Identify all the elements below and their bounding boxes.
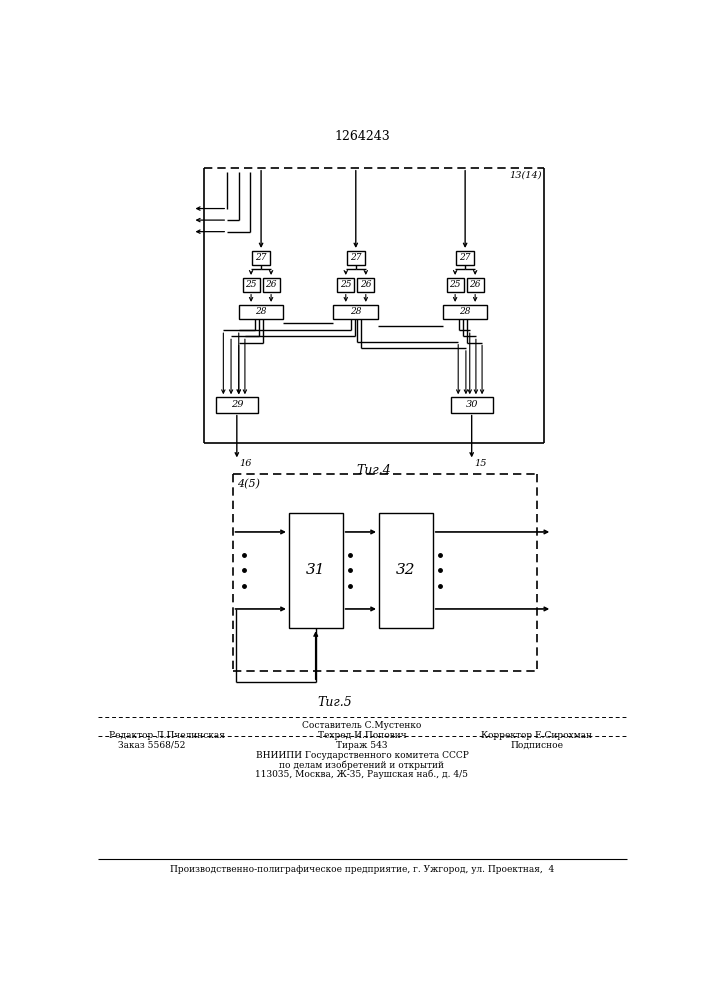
Text: 26: 26: [469, 280, 481, 289]
Polygon shape: [252, 251, 270, 265]
Text: 16: 16: [239, 459, 252, 468]
Text: Заказ 5568/52: Заказ 5568/52: [118, 741, 185, 750]
Polygon shape: [346, 251, 365, 265]
Polygon shape: [467, 278, 484, 292]
Text: 25: 25: [340, 280, 351, 289]
Text: Подписное: Подписное: [510, 741, 563, 750]
Text: 27: 27: [350, 253, 361, 262]
Text: Корректор Е.Сирохман: Корректор Е.Сирохман: [481, 731, 592, 740]
Text: 26: 26: [265, 280, 277, 289]
Text: 13(14): 13(14): [509, 171, 542, 180]
Polygon shape: [243, 278, 259, 292]
Polygon shape: [239, 305, 284, 319]
Text: 28: 28: [255, 307, 267, 316]
Text: 29: 29: [230, 400, 243, 409]
Text: Τиг.4: Τиг.4: [357, 464, 392, 477]
Text: 113035, Москва, Ж-35, Раушская наб., д. 4/5: 113035, Москва, Ж-35, Раушская наб., д. …: [255, 770, 469, 779]
Text: 1264243: 1264243: [334, 130, 390, 143]
Text: Τиг.5: Τиг.5: [317, 696, 352, 709]
Text: 31: 31: [306, 563, 325, 577]
Text: 28: 28: [460, 307, 471, 316]
Text: 26: 26: [360, 280, 372, 289]
Text: ВНИИПИ Государственного комитета СССР: ВНИИПИ Государственного комитета СССР: [255, 751, 469, 760]
Polygon shape: [262, 278, 279, 292]
Text: 28: 28: [350, 307, 361, 316]
Polygon shape: [456, 251, 474, 265]
Polygon shape: [334, 305, 378, 319]
Text: по делам изобретений и открытий: по делам изобретений и открытий: [279, 761, 445, 770]
Polygon shape: [379, 513, 433, 628]
Text: 27: 27: [255, 253, 267, 262]
Text: Производственно-полиграфическое предприятие, г. Ужгород, ул. Проектная,  4: Производственно-полиграфическое предприя…: [170, 865, 554, 874]
Polygon shape: [337, 278, 354, 292]
Text: Тираж 543: Тираж 543: [337, 741, 387, 750]
Polygon shape: [450, 397, 493, 413]
Polygon shape: [447, 278, 464, 292]
Text: 15: 15: [474, 459, 486, 468]
Text: 32: 32: [396, 563, 416, 577]
Polygon shape: [216, 397, 258, 413]
Text: 25: 25: [450, 280, 461, 289]
Text: 4(5): 4(5): [238, 479, 260, 489]
Polygon shape: [443, 305, 487, 319]
Text: Редактор Л.Пчелинская: Редактор Л.Пчелинская: [109, 731, 225, 740]
Text: Техред И.Попович: Техред И.Попович: [317, 731, 407, 740]
Text: 30: 30: [465, 400, 478, 409]
Text: 27: 27: [460, 253, 471, 262]
Polygon shape: [288, 513, 343, 628]
Text: 25: 25: [245, 280, 257, 289]
Text: Составитель С.Мустенко: Составитель С.Мустенко: [303, 721, 421, 730]
Polygon shape: [357, 278, 374, 292]
